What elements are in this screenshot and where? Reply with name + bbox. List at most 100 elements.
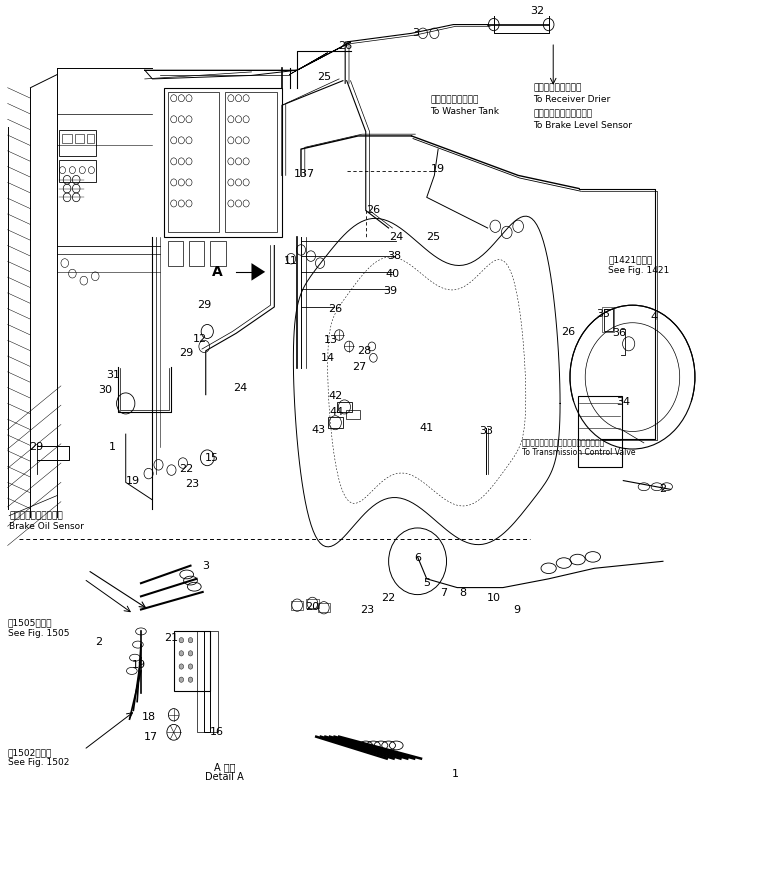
Text: 39: 39 [383,286,397,296]
Text: 36: 36 [612,328,626,339]
Text: 3: 3 [411,28,419,39]
Text: 16: 16 [210,727,224,738]
Text: See Fig. 1505: See Fig. 1505 [8,629,69,638]
Bar [204,631,210,732]
Text: トランスミッションコントロールバルブ: トランスミッションコントロールバルブ [522,438,605,447]
Text: 41: 41 [420,423,434,433]
Text: 19: 19 [126,475,140,486]
Text: 21: 21 [165,633,178,644]
Text: To Washer Tank: To Washer Tank [431,107,500,116]
Text: 137: 137 [294,168,315,179]
Text: レシーバドライヤへ: レシーバドライヤへ [533,83,581,92]
Circle shape [179,664,184,669]
Text: 1: 1 [109,442,117,453]
Bar [306,599,319,608]
Text: 26: 26 [328,303,342,314]
Text: To Transmission Control Valve: To Transmission Control Valve [522,448,636,457]
Circle shape [179,638,184,643]
Bar [174,631,210,691]
Text: 8: 8 [459,588,467,598]
Text: To Brake Level Sensor: To Brake Level Sensor [533,121,632,130]
Text: 26: 26 [561,326,575,337]
Text: 33: 33 [479,426,493,437]
Text: To Receiver Drier: To Receiver Drier [533,95,610,103]
Text: 19: 19 [431,164,445,175]
Polygon shape [251,263,265,281]
Text: 28: 28 [357,346,371,356]
Text: 10: 10 [487,593,501,603]
Bar [604,309,613,331]
Text: 35: 35 [597,309,610,319]
Bar [225,92,277,232]
Bar [75,134,84,143]
Text: 24: 24 [389,232,403,242]
Bar [346,410,360,419]
Text: 11: 11 [284,256,298,267]
Bar [62,134,72,143]
Text: 25: 25 [426,232,440,242]
Text: 44: 44 [330,407,344,417]
Text: 14: 14 [321,353,335,363]
Text: 23: 23 [185,479,199,489]
Text: 7: 7 [440,588,447,598]
Text: 43: 43 [312,424,325,435]
Circle shape [188,638,193,643]
Text: 22: 22 [382,593,395,603]
Text: See Fig. 1421: See Fig. 1421 [608,266,669,275]
Circle shape [179,677,184,682]
Bar [291,601,303,610]
Text: 20: 20 [306,602,319,612]
Text: ㅂ1502図参照: ㅂ1502図参照 [8,748,52,757]
Bar [59,160,96,182]
Text: ブレーキオイルセンサ: ブレーキオイルセンサ [9,511,63,520]
Bar [318,603,330,612]
Text: See Fig. 1502: See Fig. 1502 [8,759,69,767]
Text: Detail A: Detail A [206,772,244,782]
Text: 4: 4 [650,312,658,323]
Text: 29: 29 [30,442,43,453]
Text: 23: 23 [360,604,374,615]
Text: 6: 6 [414,553,421,563]
Text: 40: 40 [386,268,399,279]
Text: 29: 29 [197,300,211,310]
Bar [168,92,219,232]
Text: ㅂ1505図参照: ㅂ1505図参照 [8,618,52,627]
Bar [210,241,226,266]
Text: ブレーキレベルセンサへ: ブレーキレベルセンサへ [533,110,593,118]
Text: 22: 22 [180,464,194,474]
Bar [87,134,94,143]
Bar [189,241,204,266]
Bar [578,396,622,467]
Circle shape [188,664,193,669]
Circle shape [188,677,193,682]
Text: A: A [212,265,223,279]
Text: 18: 18 [142,712,156,723]
Text: ウォッシャタンクへ: ウォッシャタンクへ [431,96,479,104]
Text: 29: 29 [180,347,194,358]
Text: 5: 5 [423,578,431,588]
Text: A 詳細: A 詳細 [214,762,235,773]
Bar [602,307,614,332]
Bar [328,417,343,428]
Text: 2: 2 [659,484,667,495]
Text: 26: 26 [367,205,380,216]
Text: 26: 26 [338,40,352,51]
Circle shape [188,651,193,656]
Text: 30: 30 [98,385,112,396]
Circle shape [179,651,184,656]
Text: 19: 19 [132,660,146,670]
Bar [337,402,352,412]
Bar [168,241,183,266]
Bar [59,130,96,156]
Text: Brake Oil Sensor: Brake Oil Sensor [9,522,84,531]
Text: 13: 13 [324,335,338,346]
Text: 32: 32 [530,5,544,16]
Text: 42: 42 [328,391,342,402]
Bar [197,631,218,732]
Text: 3: 3 [202,560,210,571]
Text: 17: 17 [144,731,158,742]
Text: 1: 1 [452,768,459,779]
Text: ㅂ1421図参照: ㅂ1421図参照 [608,255,652,264]
Text: 25: 25 [317,72,331,82]
Text: 27: 27 [353,361,367,372]
